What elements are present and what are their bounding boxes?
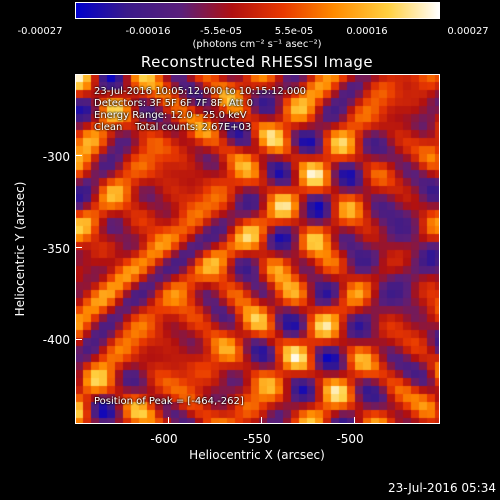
- y-tick-mark: [75, 247, 82, 248]
- x-tick-label: -550: [243, 432, 271, 446]
- y-axis-label: Heliocentric Y (arcsec): [13, 181, 27, 317]
- colorbar-tick-label: 0.00027: [447, 26, 489, 37]
- colorbar-tick-label: -0.00027: [17, 26, 63, 37]
- colorbar-tick-label: -5.5e-05: [200, 26, 242, 37]
- peak-position-annotation: Position of Peak = [-464,-262]: [94, 396, 244, 407]
- reconstructed-image: [75, 74, 440, 424]
- colorbar-tick-label: 5.5e-05: [274, 26, 314, 37]
- x-tick-mark: [354, 417, 355, 424]
- clean-counts-annotation: Clean Total counts: 2.67E+03: [94, 122, 252, 133]
- energy-range-annotation: Energy Range: 12.0 - 25.0 keV: [94, 110, 247, 121]
- colorbar-tick-label: -0.00016: [125, 26, 171, 37]
- colorbar: [75, 2, 440, 19]
- x-tick-label: -600: [150, 432, 178, 446]
- detectors-annotation: Detectors: 3F 5F 6F 7F 8F, Att 0: [94, 98, 254, 109]
- plot-timestamp: 23-Jul-2016 05:34: [387, 481, 496, 495]
- y-tick-mark: [75, 339, 82, 340]
- x-axis-label: Heliocentric X (arcsec): [189, 448, 325, 462]
- y-tick-label: -400: [42, 333, 70, 347]
- x-tick-label: -500: [336, 432, 364, 446]
- colorbar-tick-label: 0.00016: [346, 26, 388, 37]
- colorbar-units: (photons cm⁻² s⁻¹ asec⁻²): [192, 39, 322, 50]
- y-tick-label: -350: [42, 242, 70, 256]
- y-tick-mark: [75, 155, 82, 156]
- time-range-annotation: 23-Jul-2016 10:05:12.000 to 10:15:12.000: [94, 86, 306, 97]
- plot-title: Reconstructed RHESSI Image: [140, 53, 374, 71]
- y-tick-label: -300: [42, 150, 70, 164]
- x-tick-mark: [168, 417, 169, 424]
- x-tick-mark: [261, 417, 262, 424]
